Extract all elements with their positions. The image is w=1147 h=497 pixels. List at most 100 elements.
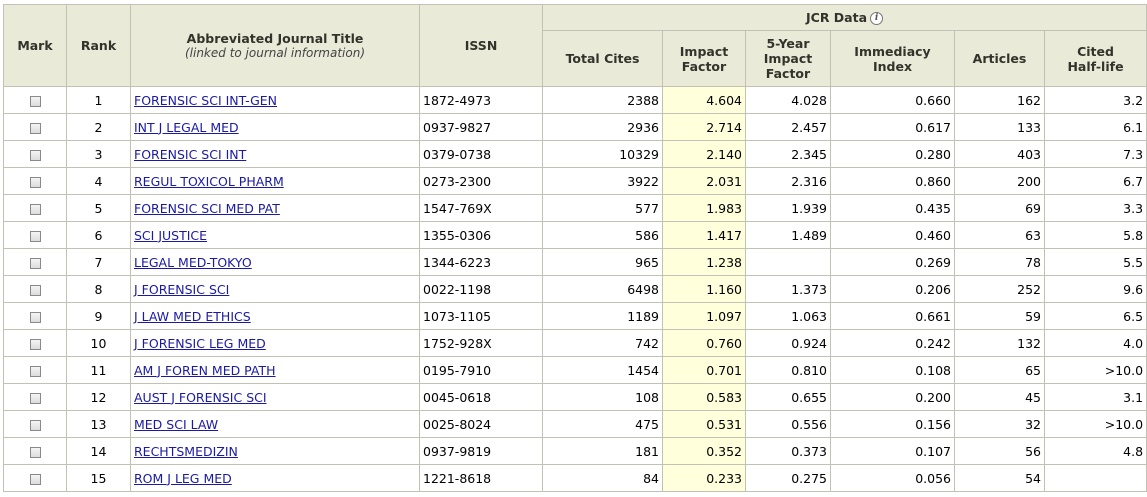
impact-factor-cell: 1.417 <box>662 221 746 249</box>
total-cites-cell: 1189 <box>542 302 663 330</box>
cited-half-life-cell: 4.0 <box>1043 329 1147 357</box>
cited-half-life-cell: >10.0 <box>1043 410 1147 438</box>
impact-factor-cell: 2.714 <box>662 113 746 141</box>
table-row: 5 FORENSIC SCI MED PAT 1547-769X 577 1.983 1.… <box>3 194 1147 222</box>
mark-checkbox[interactable] <box>29 257 41 269</box>
total-cites-cell: 577 <box>542 194 663 222</box>
issn-cell: 0273-2300 <box>419 167 543 195</box>
cited-half-life-cell <box>1043 464 1147 492</box>
mark-checkbox[interactable] <box>29 446 41 458</box>
total-cites-cell: 84 <box>542 464 663 492</box>
rank-cell: 13 <box>66 410 131 438</box>
mark-checkbox[interactable] <box>29 95 41 107</box>
table-row: 14 RECHTSMEDIZIN 0937-9819 181 0.352 0.373 0.1… <box>3 437 1147 465</box>
mark-checkbox[interactable] <box>29 338 41 350</box>
articles-cell: 403 <box>954 140 1045 168</box>
mark-checkbox[interactable] <box>29 311 41 323</box>
journal-title-link[interactable]: FORENSIC SCI INT <box>134 146 247 162</box>
five-year-impact-cell: 0.556 <box>745 410 831 438</box>
total-cites-cell: 3922 <box>542 167 663 195</box>
issn-cell: 1547-769X <box>419 194 543 222</box>
journal-title-link[interactable]: INT J LEGAL MED <box>134 119 239 135</box>
five-year-impact-cell <box>745 248 831 276</box>
cited-half-life-cell: 3.3 <box>1043 194 1147 222</box>
table-row: 1 FORENSIC SCI INT-GEN 1872-4973 2388 4.604 4… <box>3 86 1147 114</box>
header-title-subtext: (linked to journal information) <box>184 46 366 60</box>
total-cites-cell: 475 <box>542 410 663 438</box>
title-cell: J LAW MED ETHICS <box>130 302 420 330</box>
journal-title-link[interactable]: RECHTSMEDIZIN <box>134 443 238 459</box>
rank-cell: 1 <box>66 86 131 114</box>
journal-title-link[interactable]: J FORENSIC SCI <box>134 281 230 297</box>
mark-cell <box>3 140 67 168</box>
mark-checkbox[interactable] <box>29 365 41 377</box>
title-cell: AM J FOREN MED PATH <box>130 356 420 384</box>
rank-cell: 3 <box>66 140 131 168</box>
rank-cell: 6 <box>66 221 131 249</box>
header-impact-factor: Impact Factor <box>662 30 746 87</box>
immediacy-index-cell: 0.860 <box>830 167 955 195</box>
impact-factor-cell: 1.983 <box>662 194 746 222</box>
journal-title-link[interactable]: MED SCI LAW <box>134 416 219 432</box>
title-cell: LEGAL MED-TOKYO <box>130 248 420 276</box>
mark-cell <box>3 113 67 141</box>
table-row: 11 AM J FOREN MED PATH 0195-7910 1454 0.701 0… <box>3 356 1147 384</box>
issn-cell: 1752-928X <box>419 329 543 357</box>
journal-title-link[interactable]: REGUL TOXICOL PHARM <box>134 173 284 189</box>
issn-cell: 0022-1198 <box>419 275 543 303</box>
impact-factor-cell: 0.760 <box>662 329 746 357</box>
header-jcr-data: JCR Data i <box>541 4 1147 31</box>
journal-title-link[interactable]: J FORENSIC LEG MED <box>134 335 266 351</box>
rank-cell: 14 <box>66 437 131 465</box>
total-cites-cell: 2936 <box>542 113 663 141</box>
impact-factor-cell: 0.352 <box>662 437 746 465</box>
five-year-impact-cell: 1.939 <box>745 194 831 222</box>
journal-title-link[interactable]: FORENSIC SCI MED PAT <box>134 200 280 216</box>
total-cites-cell: 2388 <box>542 86 663 114</box>
table-row: 10 J FORENSIC LEG MED 1752-928X 742 0.760 0.9… <box>3 329 1147 357</box>
mark-checkbox[interactable] <box>29 284 41 296</box>
total-cites-cell: 965 <box>542 248 663 276</box>
table-row: 15 ROM J LEG MED 1221-8618 84 0.233 0.275 0.05… <box>3 464 1147 492</box>
mark-cell <box>3 356 67 384</box>
header-journal-title: Abbreviated Journal Title (linked to jou… <box>130 4 420 87</box>
mark-checkbox[interactable] <box>29 149 41 161</box>
mark-checkbox[interactable] <box>29 122 41 134</box>
journal-title-link[interactable]: FORENSIC SCI INT-GEN <box>134 92 278 108</box>
immediacy-index-cell: 0.206 <box>830 275 955 303</box>
mark-checkbox[interactable] <box>29 203 41 215</box>
mark-checkbox[interactable] <box>29 230 41 242</box>
immediacy-index-cell: 0.660 <box>830 86 955 114</box>
journal-title-link[interactable]: J LAW MED ETHICS <box>134 308 251 324</box>
impact-factor-cell: 0.233 <box>662 464 746 492</box>
jcr-journal-table: Mark Rank Abbreviated Journal Title (lin… <box>3 4 1147 492</box>
impact-factor-cell: 1.160 <box>662 275 746 303</box>
issn-cell: 0379-0738 <box>419 140 543 168</box>
journal-title-link[interactable]: SCI JUSTICE <box>134 227 208 243</box>
cited-half-life-cell: 6.7 <box>1043 167 1147 195</box>
journal-title-link[interactable]: ROM J LEG MED <box>134 470 232 486</box>
rank-cell: 8 <box>66 275 131 303</box>
journal-title-link[interactable]: AUST J FORENSIC SCI <box>134 389 267 405</box>
header-five-year-impact-factor: 5-Year Impact Factor <box>745 30 831 87</box>
title-cell: J FORENSIC SCI <box>130 275 420 303</box>
title-cell: REGUL TOXICOL PHARM <box>130 167 420 195</box>
articles-cell: 132 <box>954 329 1045 357</box>
journal-title-link[interactable]: AM J FOREN MED PATH <box>134 362 276 378</box>
table-row: 6 SCI JUSTICE 1355-0306 586 1.417 1.489 0.460 6… <box>3 221 1147 249</box>
cited-half-life-cell: 6.5 <box>1043 302 1147 330</box>
mark-checkbox[interactable] <box>29 392 41 404</box>
header-jcr-data-label: JCR Data <box>806 10 868 25</box>
mark-cell <box>3 464 67 492</box>
journal-title-link[interactable]: LEGAL MED-TOKYO <box>134 254 252 270</box>
issn-cell: 0195-7910 <box>419 356 543 384</box>
journal-rows: 1 FORENSIC SCI INT-GEN 1872-4973 2388 4.604 4… <box>3 86 1147 492</box>
rank-cell: 4 <box>66 167 131 195</box>
five-year-impact-cell: 0.924 <box>745 329 831 357</box>
issn-cell: 0025-8024 <box>419 410 543 438</box>
mark-checkbox[interactable] <box>29 176 41 188</box>
mark-checkbox[interactable] <box>29 473 41 485</box>
articles-cell: 32 <box>954 410 1045 438</box>
mark-checkbox[interactable] <box>29 419 41 431</box>
info-icon[interactable]: i <box>870 12 884 25</box>
